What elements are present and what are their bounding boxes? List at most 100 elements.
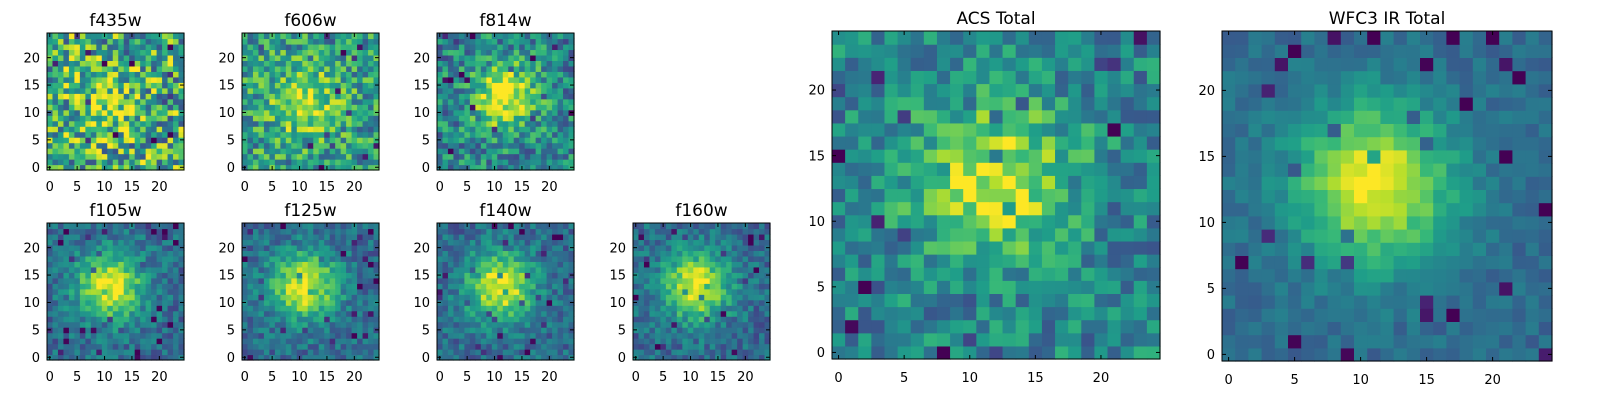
heatmap-cell	[330, 148, 336, 154]
heatmap-cell	[481, 71, 487, 77]
heatmap-cell	[63, 272, 69, 278]
heatmap-cell	[140, 88, 146, 94]
heatmap-cell	[363, 159, 369, 165]
heatmap-cell	[481, 66, 487, 72]
heatmap-cell	[638, 289, 644, 295]
y-tick-label: 5	[32, 324, 40, 339]
heatmap-cell	[437, 256, 443, 262]
heatmap-cell	[91, 250, 97, 256]
heatmap-cell	[275, 228, 281, 234]
heatmap-cell	[140, 60, 146, 66]
heatmap-cell	[552, 333, 558, 339]
heatmap-cell	[74, 256, 80, 262]
heatmap-cell	[884, 175, 898, 189]
heatmap-cell	[721, 267, 727, 273]
heatmap-cell	[492, 66, 498, 72]
heatmap-cell	[69, 55, 75, 61]
heatmap-cell	[858, 307, 872, 321]
heatmap-cell	[357, 132, 363, 138]
heatmap-cell	[442, 228, 448, 234]
heatmap-cell	[558, 132, 564, 138]
heatmap-cell	[258, 305, 264, 311]
heatmap-cell	[655, 333, 661, 339]
heatmap-cell	[666, 250, 672, 256]
heatmap-cell	[475, 289, 481, 295]
heatmap-cell	[247, 333, 253, 339]
heatmap-cell	[514, 49, 520, 55]
heatmap-cell	[563, 88, 569, 94]
heatmap-cell	[168, 245, 174, 251]
heatmap-cell	[486, 159, 492, 165]
heatmap-cell	[162, 327, 168, 333]
heatmap-cell	[1029, 175, 1043, 189]
heatmap-cell	[453, 93, 459, 99]
heatmap-cell	[530, 126, 536, 132]
heatmap-cell	[655, 272, 661, 278]
heatmap-cell	[514, 316, 520, 322]
heatmap-cell	[508, 294, 514, 300]
heatmap-cell	[96, 289, 102, 295]
heatmap-cell	[693, 250, 699, 256]
heatmap-cell	[258, 283, 264, 289]
heatmap-cell	[69, 316, 75, 322]
heatmap-cell	[151, 115, 157, 121]
heatmap-cell	[162, 77, 168, 83]
heatmap-cell	[102, 159, 108, 165]
heatmap-cell	[759, 234, 765, 240]
heatmap-cell	[173, 55, 179, 61]
heatmap-cell	[258, 132, 264, 138]
heatmap-cell	[519, 294, 525, 300]
heatmap-cell	[346, 349, 352, 355]
heatmap-cell	[52, 60, 58, 66]
heatmap-cell	[335, 289, 341, 295]
heatmap-cell	[525, 143, 531, 149]
heatmap-cell	[950, 228, 964, 242]
heatmap-cell	[525, 55, 531, 61]
heatmap-cell	[666, 300, 672, 306]
heatmap-cell	[470, 55, 476, 61]
heatmap-cell	[437, 88, 443, 94]
heatmap-cell	[52, 55, 58, 61]
heatmap-cell	[85, 66, 91, 72]
heatmap-cell	[368, 278, 374, 284]
heatmap-cell	[363, 234, 369, 240]
heatmap-cell	[514, 66, 520, 72]
heatmap-cell	[1068, 162, 1082, 176]
heatmap-cell	[291, 49, 297, 55]
heatmap-cell	[151, 33, 157, 39]
heatmap-cell	[280, 137, 286, 143]
heatmap-cell	[541, 121, 547, 127]
heatmap-cell	[497, 250, 503, 256]
heatmap-cell	[475, 250, 481, 256]
heatmap-cell	[660, 267, 666, 273]
heatmap-cell	[151, 148, 157, 154]
y-tick-label: 5	[227, 324, 235, 339]
heatmap-cell	[58, 333, 64, 339]
heatmap-cell	[308, 104, 314, 110]
heatmap-cell	[85, 60, 91, 66]
heatmap-cell	[253, 267, 259, 273]
heatmap-cell	[976, 307, 990, 321]
heatmap-cell	[633, 311, 639, 317]
heatmap-cell	[162, 159, 168, 165]
heatmap-cell	[704, 294, 710, 300]
heatmap-cell	[558, 349, 564, 355]
heatmap-cell	[1094, 267, 1108, 281]
heatmap-cell	[486, 77, 492, 83]
heatmap-cell	[313, 49, 319, 55]
heatmap-cell	[253, 137, 259, 143]
heatmap-cell	[486, 121, 492, 127]
heatmap-cell	[459, 137, 465, 143]
heatmap-cell	[710, 327, 716, 333]
heatmap-cell	[368, 82, 374, 88]
heatmap-cell	[976, 254, 990, 268]
heatmap-cell	[448, 121, 454, 127]
heatmap-cell	[368, 38, 374, 44]
heatmap-cell	[470, 223, 476, 229]
heatmap-cell	[541, 71, 547, 77]
heatmap-cell	[91, 327, 97, 333]
heatmap-cell	[688, 316, 694, 322]
heatmap-cell	[633, 228, 639, 234]
heatmap-cell	[258, 60, 264, 66]
heatmap-cell	[247, 82, 253, 88]
